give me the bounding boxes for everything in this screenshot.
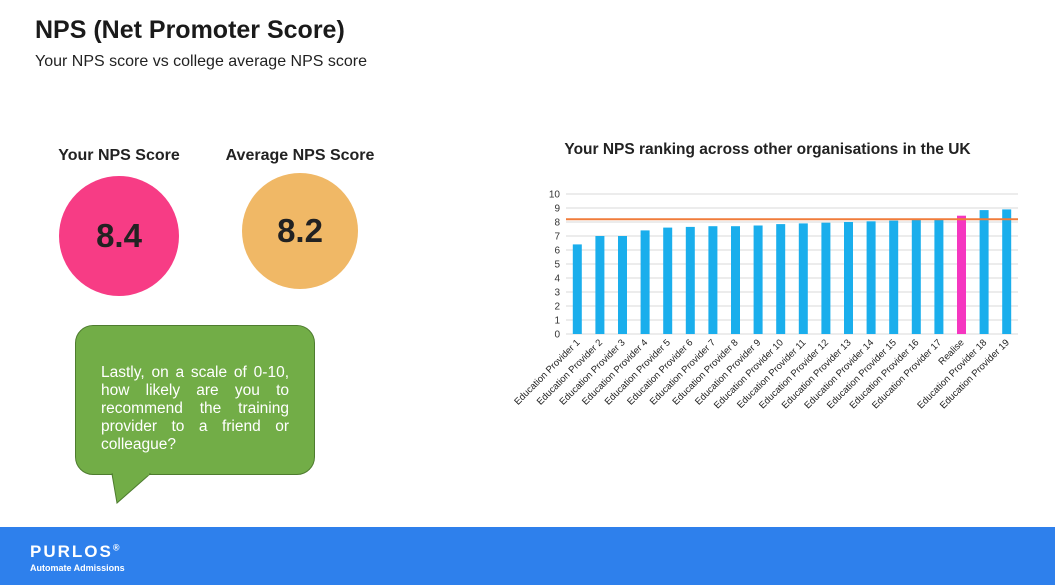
bar [821,222,831,334]
logo-registered-mark: ® [112,542,120,553]
bar [708,226,718,334]
bar [776,224,786,334]
footer-bar: PURLOS® Automate Admissions [0,527,1055,585]
question-text: Lastly, on a scale of 0-10, how likely a… [101,364,289,453]
bar [957,215,966,334]
bar [640,230,650,334]
logo-brand: PURLOS [30,542,113,561]
y-tick-label: 4 [554,274,560,285]
bar [866,221,876,334]
y-tick-label: 2 [554,302,560,313]
bar [1002,209,1012,334]
bar [844,222,853,334]
y-tick-label: 7 [554,232,560,243]
your-nps-circle: 8.4 [59,176,179,296]
bar [798,223,808,334]
bar [731,226,740,334]
bar [889,220,899,334]
your-nps-label: Your NPS Score [58,147,180,164]
bar [595,236,605,334]
y-tick-label: 3 [554,288,560,299]
y-tick-label: 10 [549,190,561,201]
y-tick-label: 8 [554,218,560,229]
page-subtitle: Your NPS score vs college average NPS sc… [35,53,368,70]
bar [911,219,921,334]
average-nps-circle: 8.2 [242,173,358,289]
bar [753,225,763,334]
bar [572,244,582,334]
y-tick-label: 9 [554,204,560,215]
page-title: NPS (Net Promoter Score) [35,16,345,44]
purlos-logo: PURLOS® Automate Admissions [30,542,125,573]
bar [979,210,989,334]
your-nps-value: 8.4 [96,217,142,254]
chart-title: Your NPS ranking across other organisati… [564,141,971,158]
bar [934,219,944,334]
logo-tagline: Automate Admissions [30,563,125,573]
y-tick-label: 6 [554,246,560,257]
y-tick-label: 0 [554,330,560,341]
y-tick-label: 1 [554,316,560,327]
average-nps-value: 8.2 [277,212,323,249]
y-tick-label: 5 [554,260,560,271]
question-speech-bubble: Lastly, on a scale of 0-10, how likely a… [75,325,315,475]
bar [618,236,627,334]
average-nps-label: Average NPS Score [225,147,375,164]
bar [663,227,673,334]
bar [685,226,695,334]
